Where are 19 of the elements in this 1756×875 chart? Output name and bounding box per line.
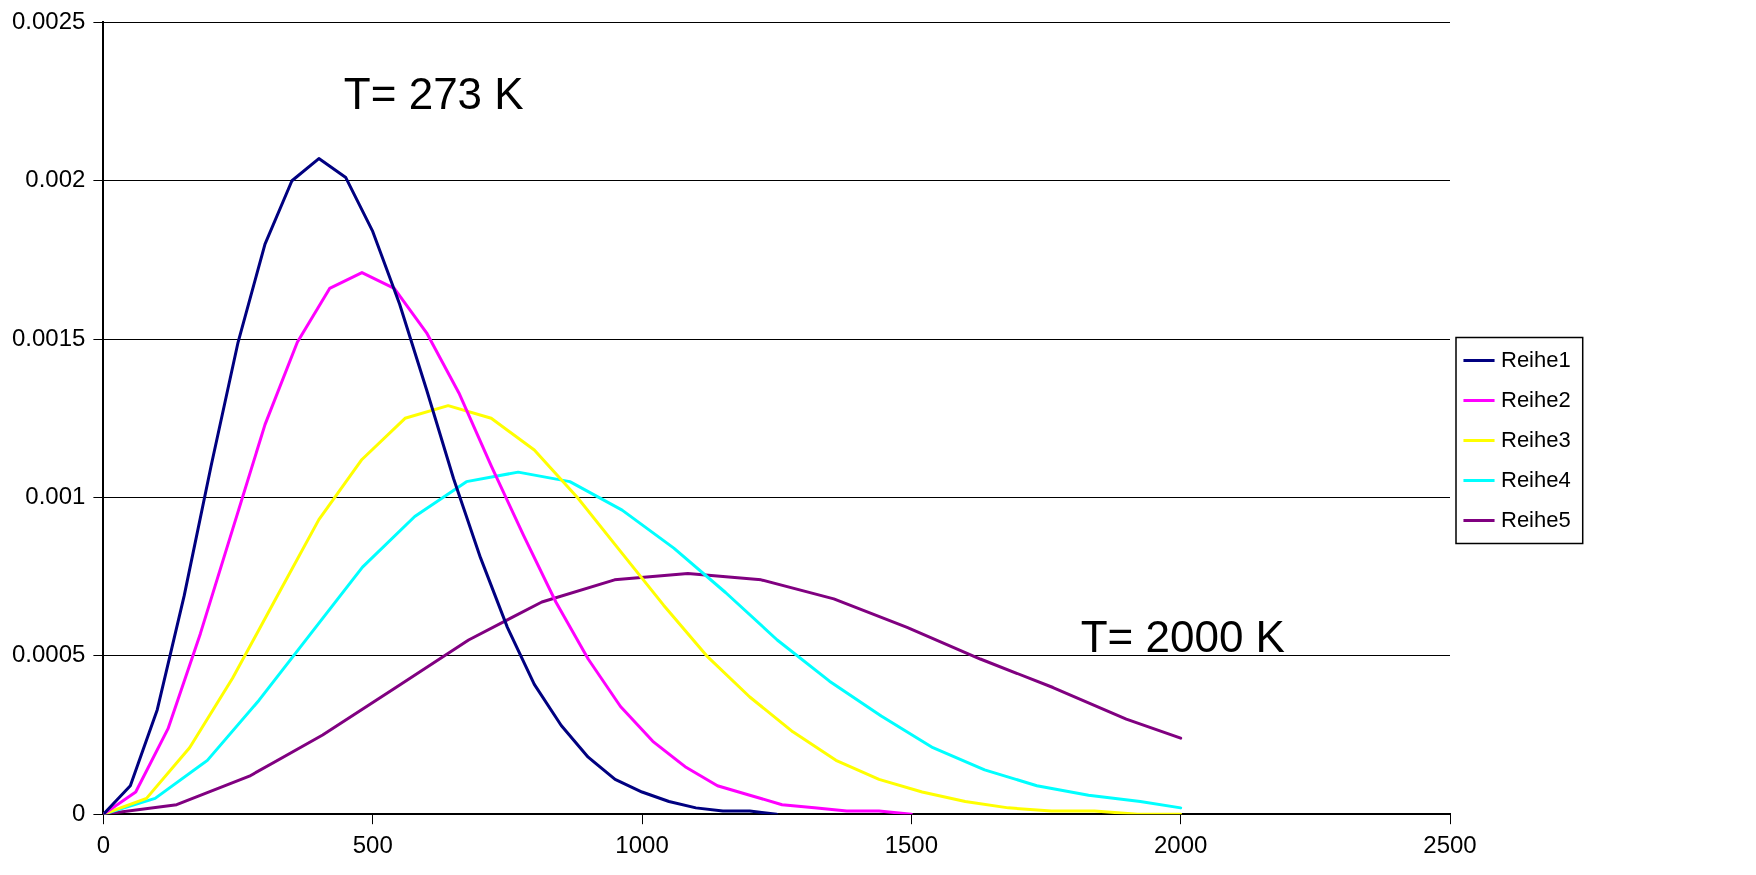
annotation: T= 2000 K [1080,612,1285,662]
legend-label: Reihe4 [1501,466,1571,492]
x-tick-label: 0 [96,831,111,859]
y-tick-label: 0.0005 [12,640,86,668]
x-tick-label: 2000 [1153,831,1208,859]
y-tick-label: 0.0025 [12,7,86,35]
x-tick-label: 2500 [1423,831,1477,859]
x-tick-label: 500 [352,831,393,859]
legend-label: Reihe3 [1501,426,1571,452]
y-tick-label: 0.002 [25,165,86,193]
x-tick-label: 1500 [884,831,939,859]
legend-label: Reihe2 [1501,386,1571,412]
x-tick-label: 1000 [615,831,669,859]
annotation: T= 273 K [343,68,524,118]
y-tick-label: 0 [72,798,86,826]
y-tick-label: 0.001 [25,482,86,510]
legend-label: Reihe5 [1501,506,1571,532]
legend-label: Reihe1 [1501,346,1571,372]
y-tick-label: 0.0015 [12,323,86,351]
